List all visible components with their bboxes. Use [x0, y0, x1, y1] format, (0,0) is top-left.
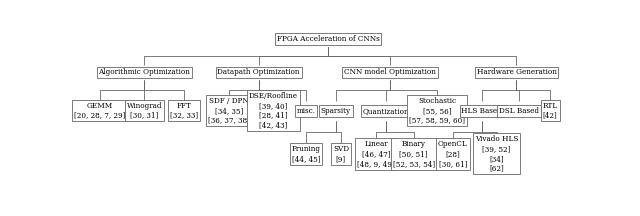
Text: Hardware Generation: Hardware Generation [477, 68, 556, 76]
Text: DSE/Roofline
[39, 40]
[28, 41]
[42, 43]: DSE/Roofline [39, 40] [28, 41] [42, 43] [249, 92, 298, 129]
Text: Algorithmic Optimization: Algorithmic Optimization [99, 68, 191, 76]
Text: Linear
[46, 47]
[48, 9, 49]: Linear [46, 47] [48, 9, 49] [357, 140, 395, 168]
Text: SDF / DPN
[34, 35]
[36, 37, 38]: SDF / DPN [34, 35] [36, 37, 38] [208, 97, 250, 125]
Text: GEMM
[20, 28, 7, 29]: GEMM [20, 28, 7, 29] [74, 102, 125, 120]
Text: Quantization: Quantization [363, 107, 410, 115]
Text: CNN model Optimization: CNN model Optimization [344, 68, 436, 76]
Text: Stochastic
[55, 56]
[57, 58, 59, 60]: Stochastic [55, 56] [57, 58, 59, 60] [409, 97, 465, 125]
Text: Winograd
[30, 31]: Winograd [30, 31] [127, 102, 162, 120]
Text: Sparsity: Sparsity [321, 107, 351, 115]
Text: OpenCL
[28]
[30, 61]: OpenCL [28] [30, 61] [438, 140, 468, 168]
Text: FFT
[32, 33]: FFT [32, 33] [170, 102, 198, 120]
Text: DSL Based: DSL Based [499, 107, 539, 115]
Text: Datapath Optimization: Datapath Optimization [218, 68, 300, 76]
Text: Pruning
[44, 45]: Pruning [44, 45] [292, 145, 321, 163]
Text: misc.: misc. [297, 107, 316, 115]
Text: Vivado HLS
[39, 52]
[34]
[62]: Vivado HLS [39, 52] [34] [62] [475, 135, 518, 173]
Text: RTL
[42]: RTL [42] [543, 102, 558, 120]
Text: SVD
[9]: SVD [9] [333, 145, 349, 163]
Text: HLS Based: HLS Based [461, 107, 502, 115]
Text: FPGA Acceleration of CNNs: FPGA Acceleration of CNNs [276, 35, 380, 43]
Text: Binary
[50, 51]
[52, 53, 54]: Binary [50, 51] [52, 53, 54] [393, 140, 435, 168]
